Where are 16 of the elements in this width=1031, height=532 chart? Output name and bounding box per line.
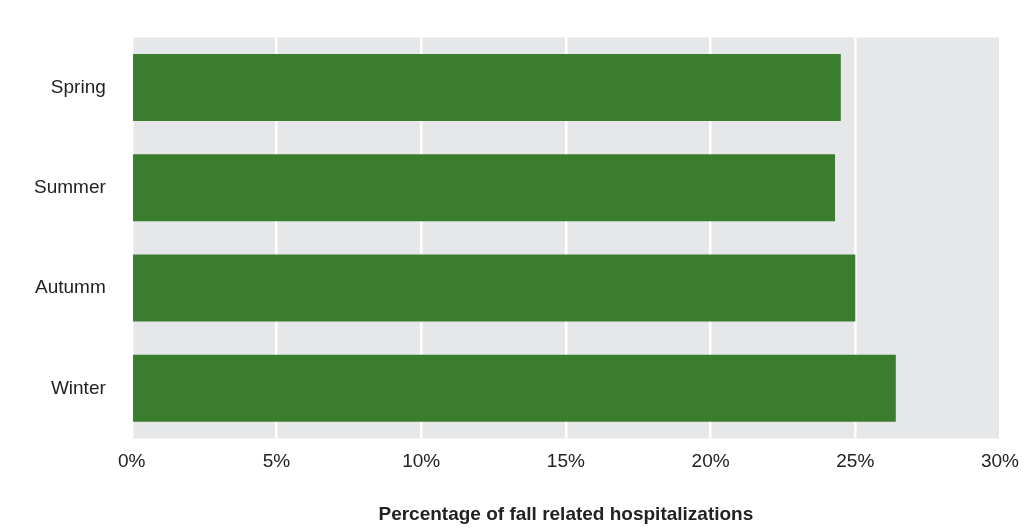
x-tick-label: 30% <box>980 450 1020 472</box>
bar <box>133 254 856 322</box>
y-tick-label: Summer <box>33 176 107 198</box>
x-tick-label: 0% <box>118 450 146 472</box>
bar <box>133 53 841 122</box>
y-tick-label: Autumm <box>35 276 106 298</box>
y-tick-label: Winter <box>50 376 107 398</box>
y-tick-label: Spring <box>50 75 106 97</box>
bar <box>133 354 896 422</box>
bar <box>133 154 836 222</box>
x-tick-label: 15% <box>546 450 586 472</box>
x-tick-label: 25% <box>836 450 875 472</box>
x-axis-title: Percentage of fall related hospitalizations <box>378 502 754 524</box>
x-tick-label: 10% <box>402 450 441 472</box>
x-tick-label: 20% <box>691 450 730 472</box>
x-tick-label: 5% <box>262 450 291 472</box>
